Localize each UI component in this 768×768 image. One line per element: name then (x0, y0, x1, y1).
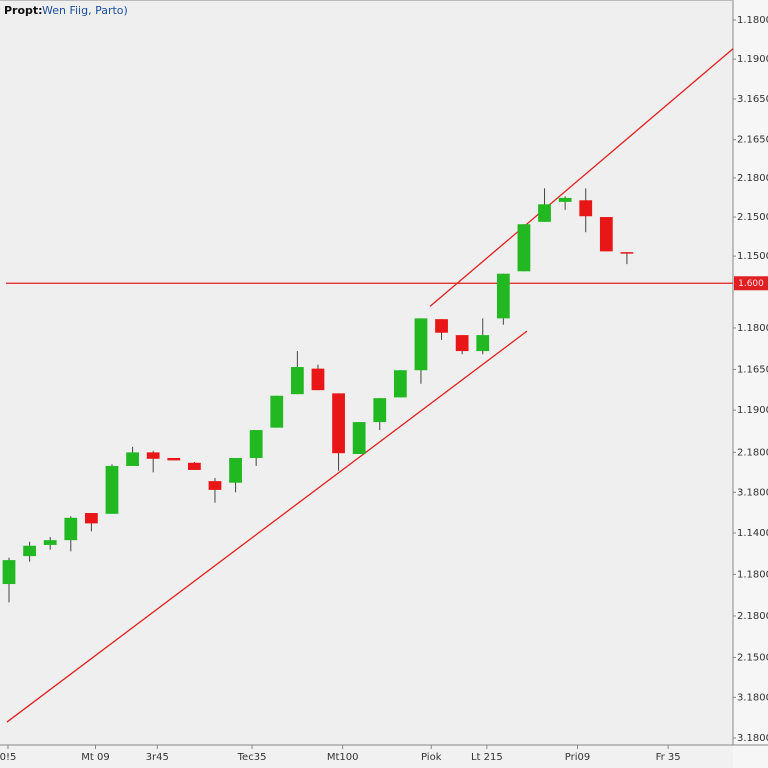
x-tick-label: Lt 215 (471, 752, 503, 763)
x-tick-label: Mt100 (327, 752, 359, 763)
trend-line (6, 330, 528, 723)
plot-area (0, 0, 733, 745)
candle-body (249, 430, 263, 458)
x-tick-label: Mt 09 (81, 752, 109, 763)
candle-body (393, 370, 407, 398)
candle-body (311, 368, 325, 391)
x-tick-label: 0!5 (0, 752, 16, 763)
candle-body (229, 457, 242, 483)
candle-body (146, 452, 160, 459)
chart-title: Propt: (4, 4, 43, 17)
candle-body (64, 517, 78, 541)
price-label: 1.600 (738, 279, 764, 289)
candle-body (599, 217, 613, 252)
candle-body (208, 481, 222, 490)
candle-body (496, 273, 510, 319)
y-axis-panel (733, 0, 768, 768)
candle-body (270, 395, 284, 428)
y-tick-label: 2.1500 (737, 652, 768, 663)
candle-body (105, 465, 119, 514)
candle-body (126, 452, 139, 466)
y-tick-label: 3.1650 (737, 94, 768, 105)
x-tick-label: Piok (421, 752, 442, 763)
y-tick-label: 2.1500 (737, 212, 768, 223)
candle-body (43, 540, 57, 545)
x-tick-label: Pri09 (565, 752, 590, 763)
candle-body (455, 335, 469, 352)
candle-body (414, 318, 428, 371)
candle-body (167, 457, 181, 461)
candle-body (332, 393, 345, 454)
candle-body (620, 252, 634, 254)
y-tick-label: 1.1900 (737, 405, 768, 416)
y-tick-label: 1.1400 (737, 528, 768, 539)
candle-body (187, 462, 201, 470)
candle-body (373, 398, 387, 423)
candle-body (290, 367, 304, 395)
chart-subtitle: Wen Fiig, Parto) (42, 4, 128, 17)
candle-body (517, 224, 531, 272)
trend-line (429, 48, 734, 307)
candle-body (579, 200, 593, 217)
y-tick-label: 1.1650 (737, 364, 768, 375)
candle-body (435, 319, 448, 333)
y-tick-label: 2.1650 (737, 135, 768, 146)
x-tick-label: 3r45 (146, 752, 169, 763)
candle-body (476, 335, 490, 352)
x-tick-label: Tec35 (237, 752, 267, 763)
y-tick-label: 1.1500 (737, 251, 768, 262)
candle-body (2, 560, 16, 585)
candle-body (352, 422, 366, 454)
candle-body (23, 545, 36, 557)
candle-body (538, 204, 551, 222)
x-tick-label: Fr 35 (656, 752, 681, 763)
y-tick-label: 1.1900 (737, 54, 768, 65)
price-label-box (734, 276, 768, 291)
candle-body (85, 513, 98, 524)
candle-body (558, 197, 572, 202)
